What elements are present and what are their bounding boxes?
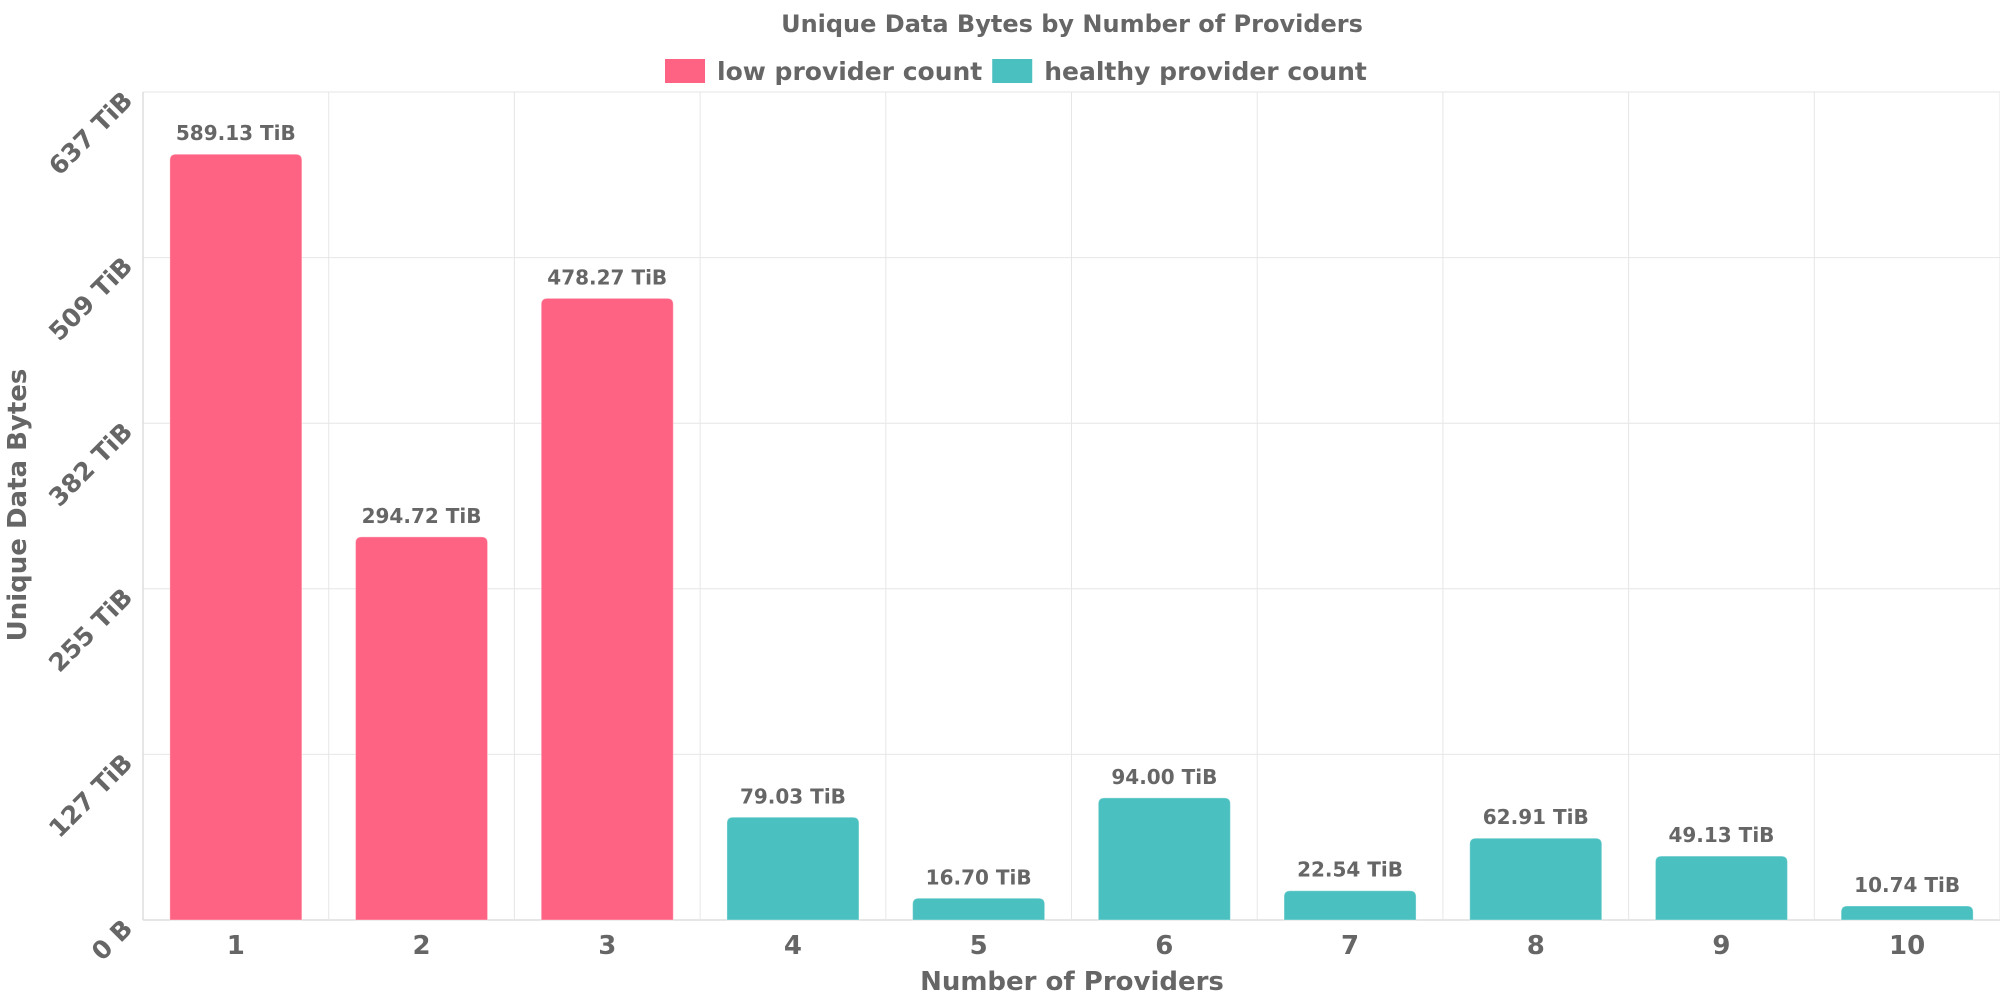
y-axis-label: Unique Data Bytes xyxy=(3,369,33,642)
y-tick-label: 509 TiB xyxy=(43,251,138,346)
x-axis-ticks: 1 2 3 4 5 6 7 8 9 10 xyxy=(227,931,1925,961)
bar-4[interactable] xyxy=(726,816,860,921)
x-tick-label: 3 xyxy=(598,931,616,961)
data-label: 16.70 TiB xyxy=(926,865,1032,889)
legend-label: low provider count xyxy=(717,57,982,86)
data-label: 22.54 TiB xyxy=(1297,858,1403,882)
x-tick-label: 7 xyxy=(1341,931,1359,961)
bars xyxy=(169,153,1974,921)
y-tick-label: 382 TiB xyxy=(43,417,138,512)
x-tick-label: 1 xyxy=(227,931,245,961)
legend-item[interactable]: healthy provider count xyxy=(992,57,1367,86)
bar-1[interactable] xyxy=(169,153,303,921)
bar-5[interactable] xyxy=(912,897,1046,921)
data-label: 49.13 TiB xyxy=(1668,823,1774,847)
bar-7[interactable] xyxy=(1283,890,1417,921)
data-label: 79.03 TiB xyxy=(740,784,846,808)
x-axis-label: Number of Providers xyxy=(920,967,1224,997)
x-tick-label: 2 xyxy=(413,931,431,961)
bar-9[interactable] xyxy=(1654,855,1788,921)
y-axis-ticks: 0 B 127 TiB 255 TiB 382 TiB 509 TiB 637 TiB xyxy=(43,86,138,966)
legend-item[interactable]: low provider count xyxy=(665,57,982,86)
data-label: 478.27 TiB xyxy=(547,265,667,289)
data-label: 94.00 TiB xyxy=(1111,765,1217,789)
x-tick-label: 5 xyxy=(970,931,988,961)
data-labels: 589.13 TiB 294.72 TiB 478.27 TiB 79.03 TiB 1… xyxy=(176,121,1960,897)
data-label: 589.13 TiB xyxy=(176,121,296,145)
y-tick-label: 0 B xyxy=(86,914,138,966)
data-label: 10.74 TiB xyxy=(1854,873,1960,897)
bar-10[interactable] xyxy=(1840,905,1974,921)
y-tick-label: 255 TiB xyxy=(43,583,138,678)
bar-6[interactable] xyxy=(1097,797,1231,921)
bar-8[interactable] xyxy=(1469,837,1603,921)
bar-2[interactable] xyxy=(355,536,489,921)
x-tick-label: 6 xyxy=(1155,931,1173,961)
x-tick-label: 9 xyxy=(1712,931,1730,961)
x-tick-label: 4 xyxy=(784,931,802,961)
x-tick-label: 8 xyxy=(1527,931,1545,961)
bar-3[interactable] xyxy=(540,297,674,921)
y-tick-label: 637 TiB xyxy=(43,86,138,181)
legend-swatch xyxy=(992,59,1033,83)
y-tick-label: 127 TiB xyxy=(43,748,138,843)
data-label: 62.91 TiB xyxy=(1483,805,1589,829)
chart-title: Unique Data Bytes by Number of Providers xyxy=(781,10,1363,38)
data-label: 294.72 TiB xyxy=(362,504,482,528)
legend[interactable]: low provider count healthy provider count xyxy=(665,57,1367,86)
legend-swatch xyxy=(665,59,705,83)
legend-label: healthy provider count xyxy=(1044,57,1367,86)
x-tick-label: 10 xyxy=(1889,931,1925,961)
